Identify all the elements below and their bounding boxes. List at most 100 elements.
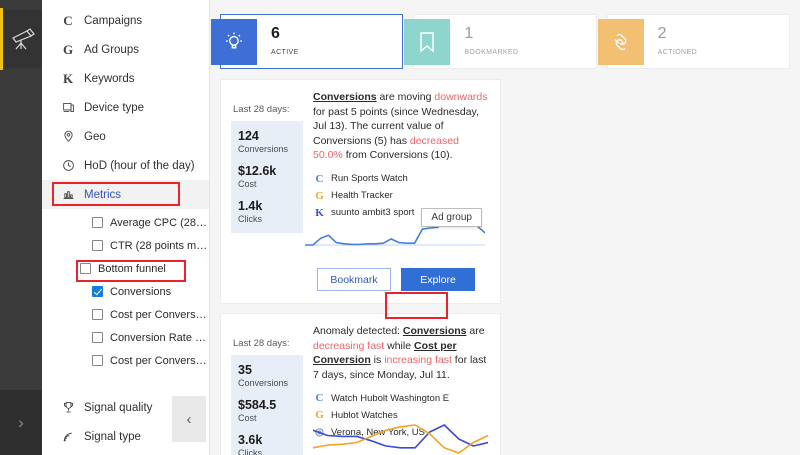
tab-count: 2 (657, 25, 667, 42)
sidebar-item-device-type[interactable]: Device type (42, 93, 209, 122)
metric-value: $12.6k (238, 164, 277, 178)
tab-active[interactable]: 6 Active (211, 14, 404, 69)
campaign-icon: C (315, 172, 324, 185)
insight-text-part: is (370, 354, 385, 366)
lightbulb-icon (211, 18, 257, 65)
letter-k-icon: K (62, 70, 74, 86)
metric-label: Conversions (238, 378, 289, 388)
metric-value: 35 (238, 363, 252, 377)
checkbox-icon[interactable] (92, 286, 103, 297)
checkbox-icon[interactable] (80, 263, 91, 274)
ad-group-icon: G (315, 189, 324, 202)
metric-checkbox-list: Average CPC (28 p... CTR (28 points mov..… (42, 209, 209, 372)
sidebar-item-ad-groups[interactable]: G Ad Groups (42, 35, 209, 64)
tab-actioned[interactable]: 2 Actioned (597, 14, 790, 69)
insight-card[interactable]: Last 28 days: 124 Conversions $12.6k Cost 1.4… (220, 79, 501, 304)
metric-checkbox-label: Bottom funnel (98, 262, 166, 275)
insight-text-part: from Conversions (10). (342, 149, 453, 161)
insight-text: Anomaly detected: Conversions are decrea… (313, 324, 490, 382)
insight-text: Conversions are moving downwards for pas… (313, 90, 490, 163)
insight-text-part: Cost per Conversion (313, 339, 457, 367)
location-pin-icon (58, 130, 78, 143)
tab-label: Active (271, 46, 299, 57)
metric-label: Clicks (238, 448, 262, 455)
main-content: 6 Active 1 Bookmarked 2 Actioned Last 28 days… (210, 0, 800, 455)
sidebar-item-label: Device type (84, 101, 145, 114)
metric-checkbox-cost-per-conversio[interactable]: Cost per Conversio... (80, 349, 209, 372)
chart-tooltip: Ad group (421, 208, 482, 227)
sidebar-item-geo[interactable]: Geo (42, 122, 209, 151)
rail-accent-bar (0, 8, 3, 70)
checkbox-icon[interactable] (92, 355, 103, 366)
metric-checkbox-label: CTR (28 points mov... (110, 239, 209, 252)
sidebar-item-keywords[interactable]: K Keywords (42, 64, 209, 93)
entity-row: G Health Tracker (313, 189, 490, 203)
sidebar-collapse-button[interactable]: ‹ (172, 396, 206, 442)
sidebar-footer: Signal quality Signal type (42, 393, 209, 451)
campaign-icon: C (315, 392, 324, 404)
sidebar-item-campaigns[interactable]: C Campaigns (42, 6, 209, 35)
stat-tabs: 6 Active 1 Bookmarked 2 Actioned (211, 14, 790, 69)
metric-checkbox-ctr-28-points-mov[interactable]: CTR (28 points mov... (80, 234, 209, 257)
insight-text-part: are (466, 325, 485, 337)
device-icon (58, 101, 78, 114)
telescope-icon[interactable] (4, 10, 42, 68)
metric-checkbox-label: Conversions (110, 285, 172, 298)
sidebar-item-signal-type[interactable]: Signal type (42, 422, 209, 451)
metric-checkbox-conversions[interactable]: Conversions (80, 280, 209, 303)
checkbox-icon[interactable] (92, 217, 103, 228)
insight-text-part: for past 5 points (since Wednesday, Jul … (313, 105, 479, 147)
explore-button[interactable]: Explore (401, 268, 475, 291)
rail-expand-button[interactable]: › (0, 390, 42, 455)
insight-text-part: decreased 50.0% (313, 134, 459, 162)
sidebar-item-label: Signal quality (84, 401, 153, 414)
bookmark-button[interactable]: Bookmark (317, 268, 391, 291)
card-actions: Bookmark Explore (317, 268, 475, 291)
sidebar-item-label: Campaigns (84, 14, 143, 27)
insight-text-part: are moving (376, 91, 435, 103)
sparkline-chart (313, 419, 488, 455)
metric-checkbox-bottom-funnel[interactable]: Bottom funnel (80, 257, 209, 280)
sidebar-item-label: Signal type (84, 430, 141, 443)
bookmark-icon (404, 18, 451, 65)
metric-checkbox-average-cpc-28-p[interactable]: Average CPC (28 p... (80, 211, 209, 234)
insight-text-part: Conversions (313, 91, 377, 103)
entity-row: G Hublot Watches (313, 408, 490, 422)
sidebar-item-hod-hour-of-the-day[interactable]: HoD (hour of the day) (42, 151, 209, 180)
tab-count: 1 (464, 25, 474, 42)
checkbox-icon[interactable] (92, 332, 103, 343)
metric-checkbox-label: Cost per Conversio... (110, 354, 209, 367)
metric-checkbox-conversion-rate-2[interactable]: Conversion Rate (2... (80, 326, 209, 349)
card-metrics-panel: Last 28 days: 124 Conversions $12.6k Cost 1.4… (231, 90, 303, 303)
entity-row: C Run Sports Watch (313, 172, 490, 186)
entity-label: Verona, New York, US (331, 426, 425, 438)
metric-checkbox-label: Conversion Rate (2... (110, 331, 209, 344)
metric-checkbox-cost-per-conversion[interactable]: Cost per Conversion (80, 303, 209, 326)
metric-value: 1.4k (238, 199, 263, 213)
metric-label: Conversions (238, 144, 289, 154)
tab-bookmarked[interactable]: 1 Bookmarked (404, 14, 597, 69)
trophy-icon (58, 401, 78, 414)
sidebar-nav-list: C Campaigns G Ad Groups K Keywords Device type… (42, 0, 209, 209)
insight-card[interactable]: Last 28 days: 35 Conversions $584.5 Cost 3.6k… (220, 313, 501, 455)
metric-value: 3.6k (238, 433, 263, 447)
tab-count: 6 (271, 25, 280, 42)
keyword-icon: K (315, 206, 324, 219)
insight-text-part: decreasing fast (313, 339, 385, 352)
sidebar-item-metrics[interactable]: Metrics (42, 180, 209, 209)
checkbox-icon[interactable] (92, 240, 103, 251)
metric-value: $584.5 (238, 398, 277, 412)
signal-icon (58, 430, 78, 443)
entity-row: C Watch Hubolt Washington E (313, 391, 490, 405)
metric-label: Cost (238, 413, 257, 423)
tab-label: Actioned (657, 46, 698, 57)
checkbox-icon[interactable] (92, 309, 103, 320)
period-label: Last 28 days: (233, 104, 290, 115)
app-rail: › (0, 0, 42, 455)
clock-icon (58, 159, 78, 172)
entity-label: Health Tracker (331, 190, 393, 201)
metric-label: Cost (238, 179, 257, 189)
sidebar-item-signal-quality[interactable]: Signal quality (42, 393, 209, 422)
